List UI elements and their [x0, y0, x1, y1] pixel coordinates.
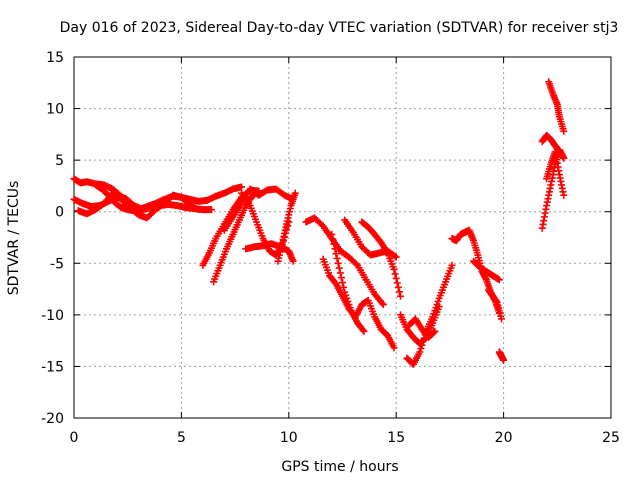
data-point [332, 250, 340, 258]
data-point [497, 315, 505, 323]
x-tick-label: 15 [387, 430, 405, 446]
grid-lines [74, 57, 611, 418]
data-point [391, 270, 399, 278]
data-point [291, 189, 299, 197]
data-point [330, 240, 338, 248]
series-track-d [91, 181, 138, 215]
series-track-j [274, 189, 299, 265]
plot-frame [73, 56, 612, 419]
y-axis-ticks: -20 -15 -10 -5 0 5 10 15 [41, 50, 611, 427]
y-tick-label: -5 [50, 256, 64, 272]
data-point [560, 154, 568, 162]
data-point [352, 260, 360, 268]
series-track-n [341, 216, 400, 261]
data-point [396, 292, 404, 300]
series-track-o [358, 218, 404, 300]
x-tick-label: 25 [602, 430, 620, 446]
data-point [560, 127, 568, 135]
data-point [328, 230, 336, 238]
data-point [335, 264, 343, 272]
data-point [360, 327, 368, 335]
x-tick-label: 20 [495, 430, 513, 446]
series-track-v [495, 348, 508, 364]
data-series [70, 78, 568, 368]
data-point [334, 259, 342, 267]
data-point [130, 207, 138, 215]
x-axis-ticks: 0 5 10 15 20 25 [70, 57, 620, 446]
data-point [395, 288, 403, 296]
data-point [417, 345, 425, 353]
data-point [238, 183, 246, 191]
data-point [495, 276, 503, 284]
y-tick-label: 0 [55, 205, 64, 221]
data-point [392, 274, 400, 282]
data-point [416, 348, 424, 356]
x-tick-label: 0 [70, 430, 79, 446]
data-point [431, 327, 439, 335]
data-point [289, 257, 297, 265]
y-axis-label: SDTVAR / TECUs [6, 181, 22, 296]
data-point [390, 265, 398, 273]
data-point [333, 254, 341, 262]
series-track-m [328, 230, 368, 335]
y-tick-label: 10 [46, 102, 64, 118]
series-track-r [405, 315, 439, 342]
x-tick-label: 10 [280, 430, 298, 446]
series-track-t [470, 257, 503, 284]
data-point [359, 326, 367, 334]
data-point [195, 206, 203, 214]
data-point [207, 206, 215, 214]
data-point [329, 235, 337, 243]
data-point [379, 301, 387, 309]
data-point [448, 261, 456, 269]
data-point [339, 279, 346, 287]
data-point [390, 344, 398, 352]
y-tick-label: 5 [55, 153, 64, 169]
series-track-u [485, 286, 505, 323]
y-tick-label: -10 [41, 308, 64, 324]
chart-title: Day 016 of 2023, Sidereal Day-to-day VTE… [60, 20, 619, 36]
data-point [331, 245, 339, 253]
data-point [393, 279, 401, 287]
data-point [560, 191, 568, 199]
data-point [392, 253, 400, 261]
x-tick-label: 5 [177, 430, 186, 446]
data-point [336, 269, 344, 277]
data-point [391, 252, 399, 260]
data-point [337, 274, 345, 282]
y-tick-label: -15 [41, 359, 64, 375]
data-point [418, 341, 426, 349]
series-track-w [545, 78, 568, 135]
data-point [394, 283, 402, 291]
data-point [500, 356, 508, 364]
x-axis-label: GPS time / hours [281, 459, 398, 475]
y-tick-label: 15 [46, 50, 64, 66]
data-point [419, 338, 427, 346]
y-tick-label: -20 [41, 411, 64, 427]
series-track-z [543, 148, 568, 199]
series-track-g [220, 185, 297, 234]
data-point [430, 328, 438, 336]
data-point [340, 283, 348, 291]
